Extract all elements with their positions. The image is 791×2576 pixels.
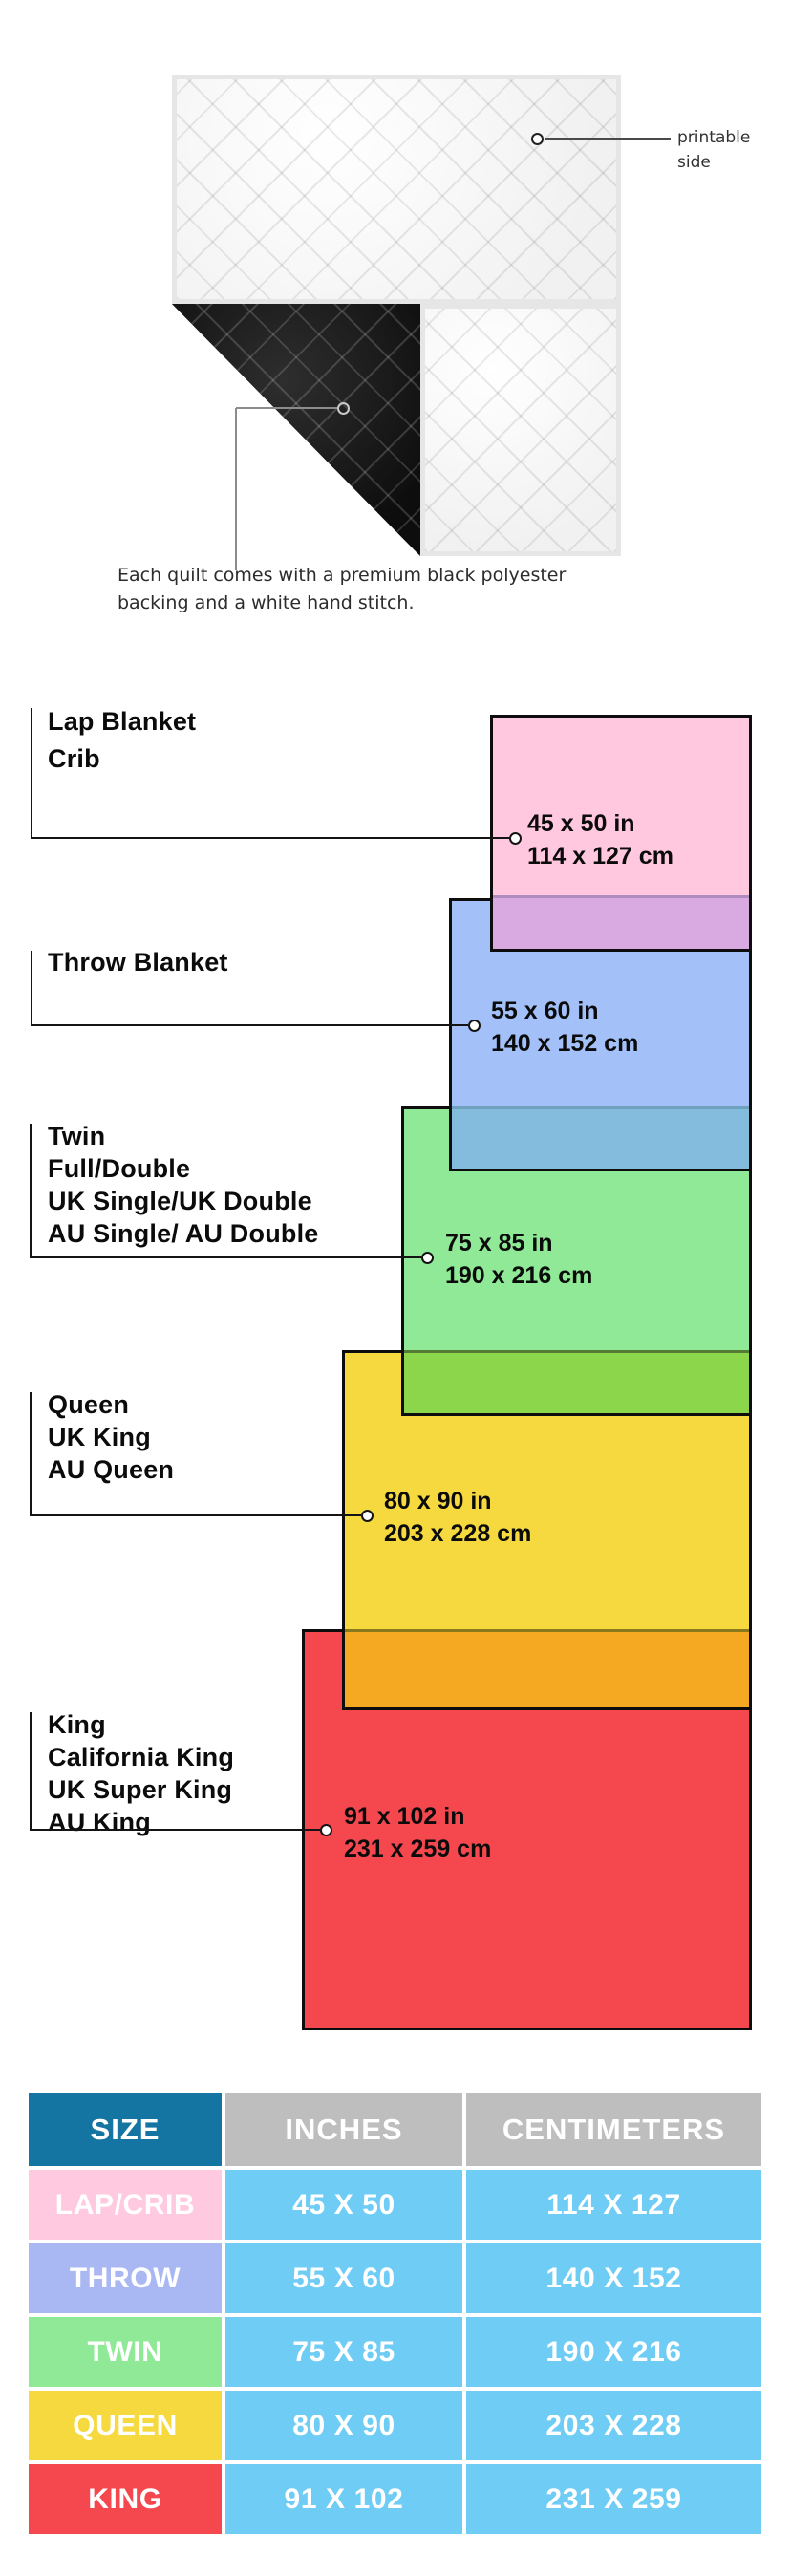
size-queen: 80 x 90 in 203 x 228 cm bbox=[384, 1485, 531, 1550]
label-king: King California King UK Super King AU Ki… bbox=[48, 1708, 234, 1838]
size-centimeters: 140 x 152 cm bbox=[491, 1030, 639, 1057]
label-line: Twin bbox=[48, 1122, 106, 1150]
callout-lap-h bbox=[31, 837, 509, 839]
table-row-throw-centimeters: 140 X 152 bbox=[466, 2243, 761, 2313]
table-header-inches: INCHES bbox=[225, 2093, 462, 2166]
black-backing-callout-line-v bbox=[235, 408, 237, 570]
table-row-queen-centimeters: 203 X 228 bbox=[466, 2391, 761, 2460]
printable-side-label-line1: printable bbox=[677, 128, 751, 147]
callout-king-v bbox=[30, 1712, 32, 1831]
table-row-twin-size: TWIN bbox=[29, 2317, 222, 2387]
label-lap-crib: Lap Blanket Crib bbox=[48, 703, 196, 778]
printable-side-label: printable side bbox=[677, 125, 750, 175]
label-line: UK King bbox=[48, 1423, 151, 1451]
quilt-printable-side-right bbox=[420, 304, 621, 556]
label-line: California King bbox=[48, 1743, 235, 1771]
size-centimeters: 114 x 127 cm bbox=[527, 843, 673, 869]
table-row-throw-size: THROW bbox=[29, 2243, 222, 2313]
size-inches: 45 x 50 in bbox=[527, 810, 635, 837]
table-header-size: SIZE bbox=[29, 2093, 222, 2166]
rect-queen-overlap-band bbox=[345, 1629, 749, 1707]
table-row-king-centimeters: 231 X 259 bbox=[466, 2464, 761, 2534]
caption-line1: Each quilt comes with a premium black po… bbox=[118, 565, 567, 586]
table-row-twin-inches: 75 X 85 bbox=[225, 2317, 462, 2387]
table-row-king-inches: 91 X 102 bbox=[225, 2464, 462, 2534]
callout-queen-h bbox=[30, 1514, 361, 1516]
label-line: UK Super King bbox=[48, 1775, 233, 1804]
label-line: Crib bbox=[48, 744, 100, 773]
table-row-lap-size: LAP/CRIB bbox=[29, 2170, 222, 2240]
label-line: AU Single/ AU Double bbox=[48, 1219, 319, 1248]
size-inches: 91 x 102 in bbox=[344, 1803, 465, 1830]
king-marker-icon bbox=[320, 1824, 332, 1836]
lap-marker-icon bbox=[509, 832, 522, 845]
queen-marker-icon bbox=[361, 1510, 374, 1522]
label-throw: Throw Blanket bbox=[48, 946, 228, 978]
label-line: King bbox=[48, 1710, 106, 1739]
rect-throw bbox=[449, 898, 752, 1171]
black-backing-callout-line-h bbox=[236, 407, 337, 409]
quilt-caption: Each quilt comes with a premium black po… bbox=[118, 562, 566, 617]
callout-throw-v bbox=[31, 951, 32, 1026]
callout-lap-v bbox=[31, 708, 32, 839]
size-table: SIZE INCHES CENTIMETERS LAP/CRIB 45 X 50… bbox=[29, 2093, 761, 2534]
size-centimeters: 231 x 259 cm bbox=[344, 1835, 492, 1862]
quilt-printable-side-top bbox=[172, 75, 621, 304]
table-row-queen-inches: 80 X 90 bbox=[225, 2391, 462, 2460]
size-lap-crib: 45 x 50 in 114 x 127 cm bbox=[527, 807, 673, 872]
callout-twin-h bbox=[30, 1256, 421, 1258]
size-inches: 75 x 85 in bbox=[445, 1230, 553, 1256]
callout-throw-h bbox=[31, 1024, 468, 1026]
caption-line2: backing and a white hand stitch. bbox=[118, 592, 415, 613]
label-line: UK Single/UK Double bbox=[48, 1187, 312, 1215]
label-twin: Twin Full/Double UK Single/UK Double AU … bbox=[48, 1120, 319, 1250]
label-line: Throw Blanket bbox=[48, 948, 228, 977]
label-line: AU Queen bbox=[48, 1455, 175, 1484]
table-row-lap-centimeters: 114 X 127 bbox=[466, 2170, 761, 2240]
size-inches: 55 x 60 in bbox=[491, 998, 599, 1024]
callout-queen-v bbox=[30, 1392, 32, 1516]
rect-lap-crib bbox=[490, 715, 752, 952]
label-queen: Queen UK King AU Queen bbox=[48, 1388, 174, 1486]
table-row-king-size: KING bbox=[29, 2464, 222, 2534]
rect-throw-overlap-band bbox=[452, 1106, 749, 1169]
size-centimeters: 190 x 216 cm bbox=[445, 1262, 593, 1289]
table-header-centimeters: CENTIMETERS bbox=[466, 2093, 761, 2166]
size-centimeters: 203 x 228 cm bbox=[384, 1520, 532, 1547]
black-backing-marker-icon bbox=[337, 402, 350, 415]
label-line: Lap Blanket bbox=[48, 707, 197, 736]
rect-twin-overlap-band bbox=[404, 1350, 749, 1413]
table-row-twin-centimeters: 190 X 216 bbox=[466, 2317, 761, 2387]
label-line: Queen bbox=[48, 1390, 130, 1419]
size-inches: 80 x 90 in bbox=[384, 1488, 492, 1514]
table-row-throw-inches: 55 X 60 bbox=[225, 2243, 462, 2313]
size-twin: 75 x 85 in 190 x 216 cm bbox=[445, 1227, 592, 1292]
printable-side-marker-icon bbox=[531, 133, 544, 145]
rect-lap-overlap-band bbox=[493, 895, 749, 949]
size-king: 91 x 102 in 231 x 259 cm bbox=[344, 1800, 491, 1865]
table-row-lap-inches: 45 X 50 bbox=[225, 2170, 462, 2240]
callout-twin-v bbox=[30, 1124, 32, 1258]
callout-king-h bbox=[30, 1829, 320, 1831]
size-throw: 55 x 60 in 140 x 152 cm bbox=[491, 995, 638, 1060]
twin-marker-icon bbox=[421, 1252, 434, 1264]
label-line: Full/Double bbox=[48, 1154, 191, 1183]
quilt-black-backing-fold bbox=[172, 304, 420, 556]
printable-side-callout-line bbox=[545, 138, 671, 140]
label-line: AU King bbox=[48, 1808, 151, 1836]
printable-side-label-line2: side bbox=[677, 153, 711, 172]
throw-marker-icon bbox=[468, 1020, 481, 1032]
table-row-queen-size: QUEEN bbox=[29, 2391, 222, 2460]
